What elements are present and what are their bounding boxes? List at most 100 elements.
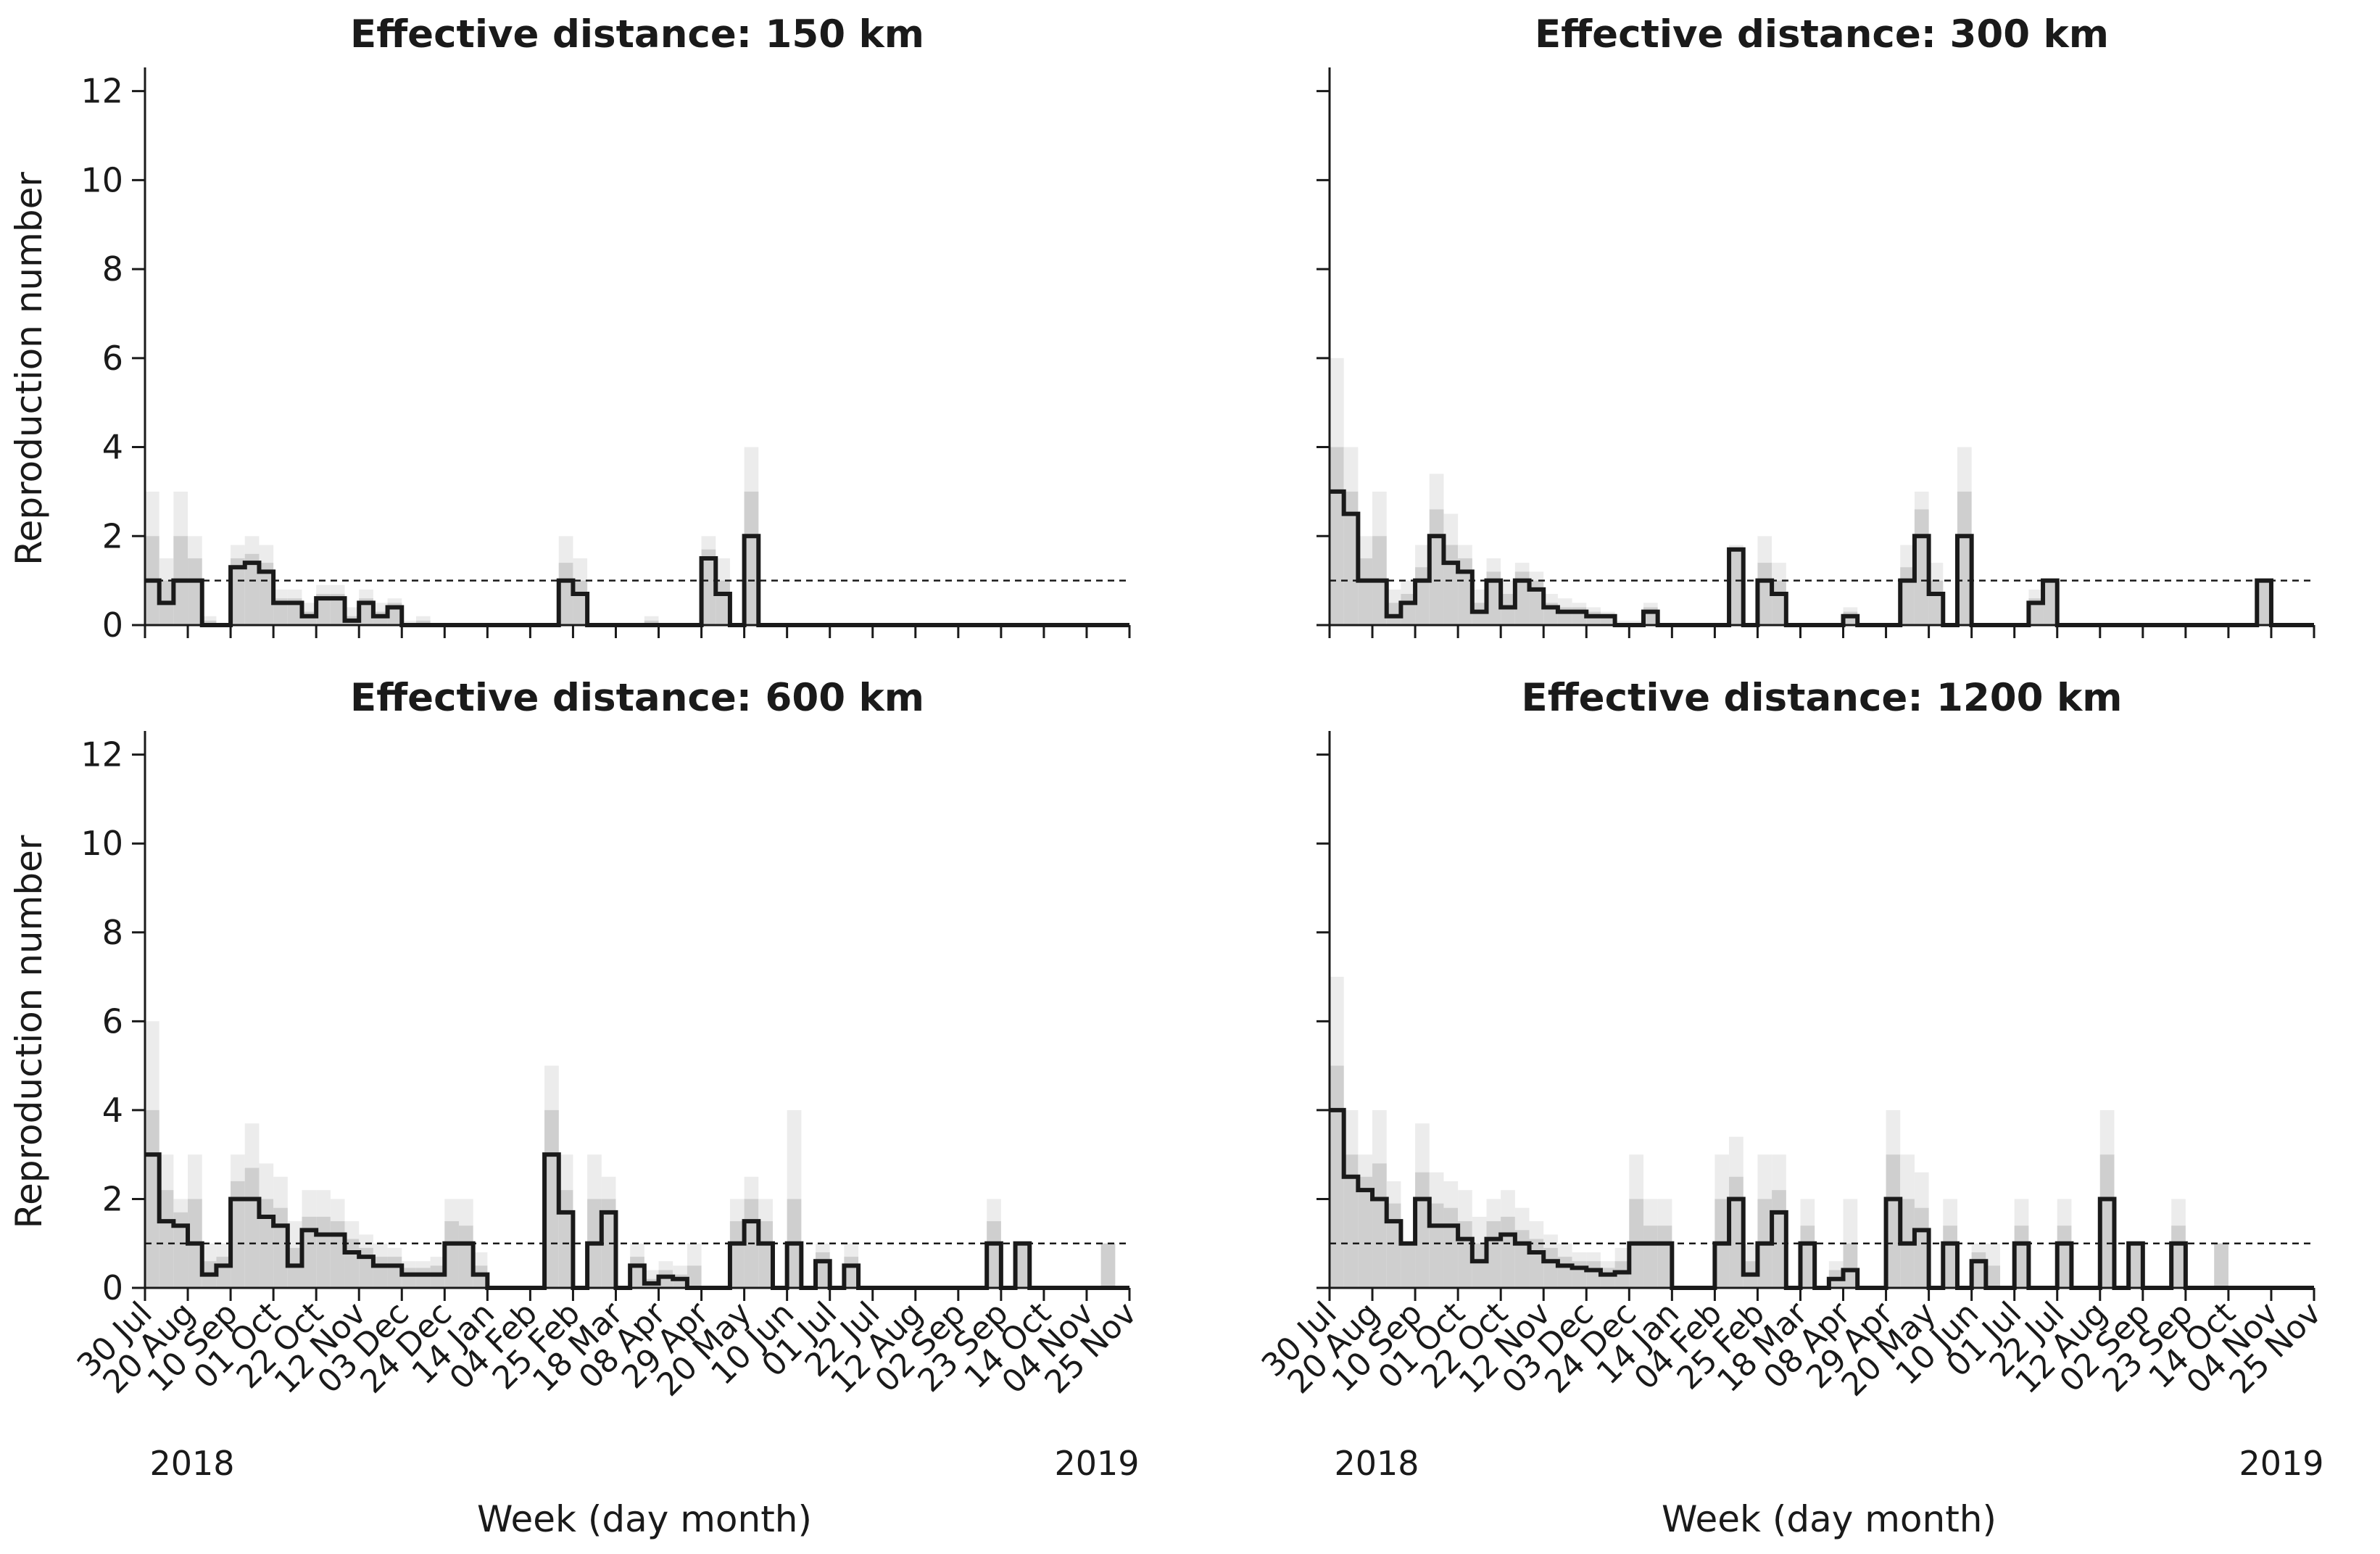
- ci-band-inner: [1372, 1163, 1387, 1288]
- ci-band-inner: [2099, 1154, 2115, 1288]
- y-tick-label: 10: [80, 160, 123, 199]
- chart-title: Effective distance: 300 km: [1535, 12, 2109, 57]
- ci-band-inner: [1443, 545, 1459, 625]
- ci-band-inner: [1015, 1243, 1030, 1288]
- ci-band-inner: [259, 563, 274, 625]
- ci-band-inner: [1501, 1216, 1515, 1288]
- ci-band-inner: [330, 1221, 345, 1288]
- x-axis-label: Week (day month): [1662, 1498, 1997, 1540]
- chart-panel-2: Effective distance: 300 km: [1317, 12, 2315, 638]
- ci-band-inner: [1643, 1226, 1658, 1288]
- y-tick-label: 8: [102, 249, 123, 289]
- y-tick-label: 8: [102, 913, 123, 952]
- ci-band-inner: [458, 1226, 473, 1288]
- ci-band-inner: [1943, 1226, 1957, 1288]
- ci-band-inner: [1429, 509, 1444, 625]
- ci-band-inner: [330, 594, 345, 625]
- ci-band-inner: [1986, 1265, 2001, 1288]
- y-tick-label: 6: [102, 339, 123, 378]
- ci-band-inner: [2214, 1243, 2228, 1288]
- ci-band-inner: [1472, 1243, 1487, 1288]
- y-tick-label: 12: [80, 72, 123, 111]
- ci-band-inner: [1657, 1226, 1672, 1288]
- ci-band-inner: [1401, 1243, 1416, 1288]
- ci-band-inner: [758, 1221, 773, 1288]
- y-tick-label: 12: [80, 735, 123, 774]
- chart-title: Effective distance: 1200 km: [1522, 676, 2123, 720]
- ci-band-inner: [1472, 603, 1487, 625]
- ci-band-inner: [1914, 1207, 1929, 1288]
- ci-band-inner: [231, 558, 245, 625]
- y-tick-label: 2: [102, 516, 123, 555]
- ci-band-inner: [173, 1212, 188, 1288]
- ci-band-inner: [273, 1207, 288, 1288]
- ci-band-inner: [558, 563, 573, 625]
- chart-title: Effective distance: 150 km: [350, 12, 924, 57]
- y-tick-label: 0: [102, 1268, 123, 1307]
- ci-band-inner: [316, 1216, 331, 1288]
- ci-band-inner: [415, 1268, 431, 1288]
- ci-band-inner: [644, 620, 659, 625]
- ci-band-inner: [1914, 509, 1929, 625]
- ci-band-inner: [159, 1190, 174, 1288]
- ci-band-inner: [2043, 580, 2057, 625]
- ci-band-inner: [2128, 1243, 2143, 1288]
- ci-band-inner: [273, 598, 288, 625]
- year-label-start: 2018: [149, 1444, 234, 1483]
- ci-band-inner: [1343, 491, 1359, 625]
- ci-band-inner: [1614, 1261, 1630, 1288]
- ci-band-inner: [359, 598, 373, 625]
- year-label-start: 2018: [1334, 1444, 1419, 1483]
- ci-band-inner: [1343, 1154, 1359, 1288]
- ci-band-inner: [444, 1221, 459, 1288]
- y-axis-label: Reproduction number: [8, 835, 50, 1228]
- ci-band-inner: [1729, 1176, 1743, 1288]
- year-label-end: 2019: [1054, 1444, 1139, 1483]
- ci-band-inner: [1928, 580, 1944, 625]
- ci-band-inner: [244, 553, 260, 625]
- ci-band-inner: [716, 580, 730, 625]
- ci-band-inner: [2014, 1226, 2029, 1288]
- ci-band-inner: [658, 1270, 673, 1288]
- ci-band-inner: [1886, 1154, 1901, 1288]
- ci-band-inner: [1757, 563, 1772, 625]
- ci-band-inner: [1543, 1247, 1558, 1288]
- ci-band-inner: [701, 549, 716, 625]
- y-tick-label: 6: [102, 1001, 123, 1041]
- rt-step-line: [1330, 1107, 2314, 1290]
- ci-band-inner: [430, 1265, 445, 1288]
- ci-band-inner: [1529, 580, 1544, 625]
- ci-band-inner: [744, 491, 759, 625]
- ci-band-inner: [1772, 580, 1786, 625]
- ci-band-inner: [1358, 558, 1373, 625]
- ci-band-inner: [2057, 1226, 2072, 1288]
- ci-band-inner: [558, 1190, 573, 1288]
- ci-band-inner: [1514, 571, 1530, 625]
- x-axis-label: Week (day month): [477, 1498, 812, 1540]
- year-label-end: 2019: [2239, 1444, 2323, 1483]
- ci-band-inner: [1501, 594, 1515, 625]
- ci-band-inner: [188, 558, 202, 625]
- ci-band-inner: [1100, 1243, 1116, 1288]
- y-tick-label: 4: [102, 1091, 123, 1130]
- ci-band-inner: [1386, 1203, 1401, 1288]
- ci-band-inner: [1415, 1172, 1430, 1288]
- y-tick-label: 2: [102, 1179, 123, 1218]
- ci-band-inner: [287, 598, 302, 625]
- ci-band-inner: [1486, 571, 1501, 625]
- ci-band-inner: [1458, 558, 1472, 625]
- ci-band-inner: [687, 1265, 702, 1288]
- ci-band-inner: [316, 594, 331, 625]
- y-axis-label: Reproduction number: [8, 172, 50, 566]
- ci-band-inner: [1957, 491, 1972, 625]
- ci-band-inner: [202, 620, 217, 625]
- ci-band-inner: [1330, 1065, 1344, 1288]
- ci-band-inner: [2028, 598, 2044, 625]
- ci-band-inner: [1800, 1226, 1815, 1288]
- ci-band-inner: [287, 1247, 302, 1288]
- ci-band-inner: [1358, 1176, 1373, 1288]
- ci-band-inner: [573, 580, 588, 625]
